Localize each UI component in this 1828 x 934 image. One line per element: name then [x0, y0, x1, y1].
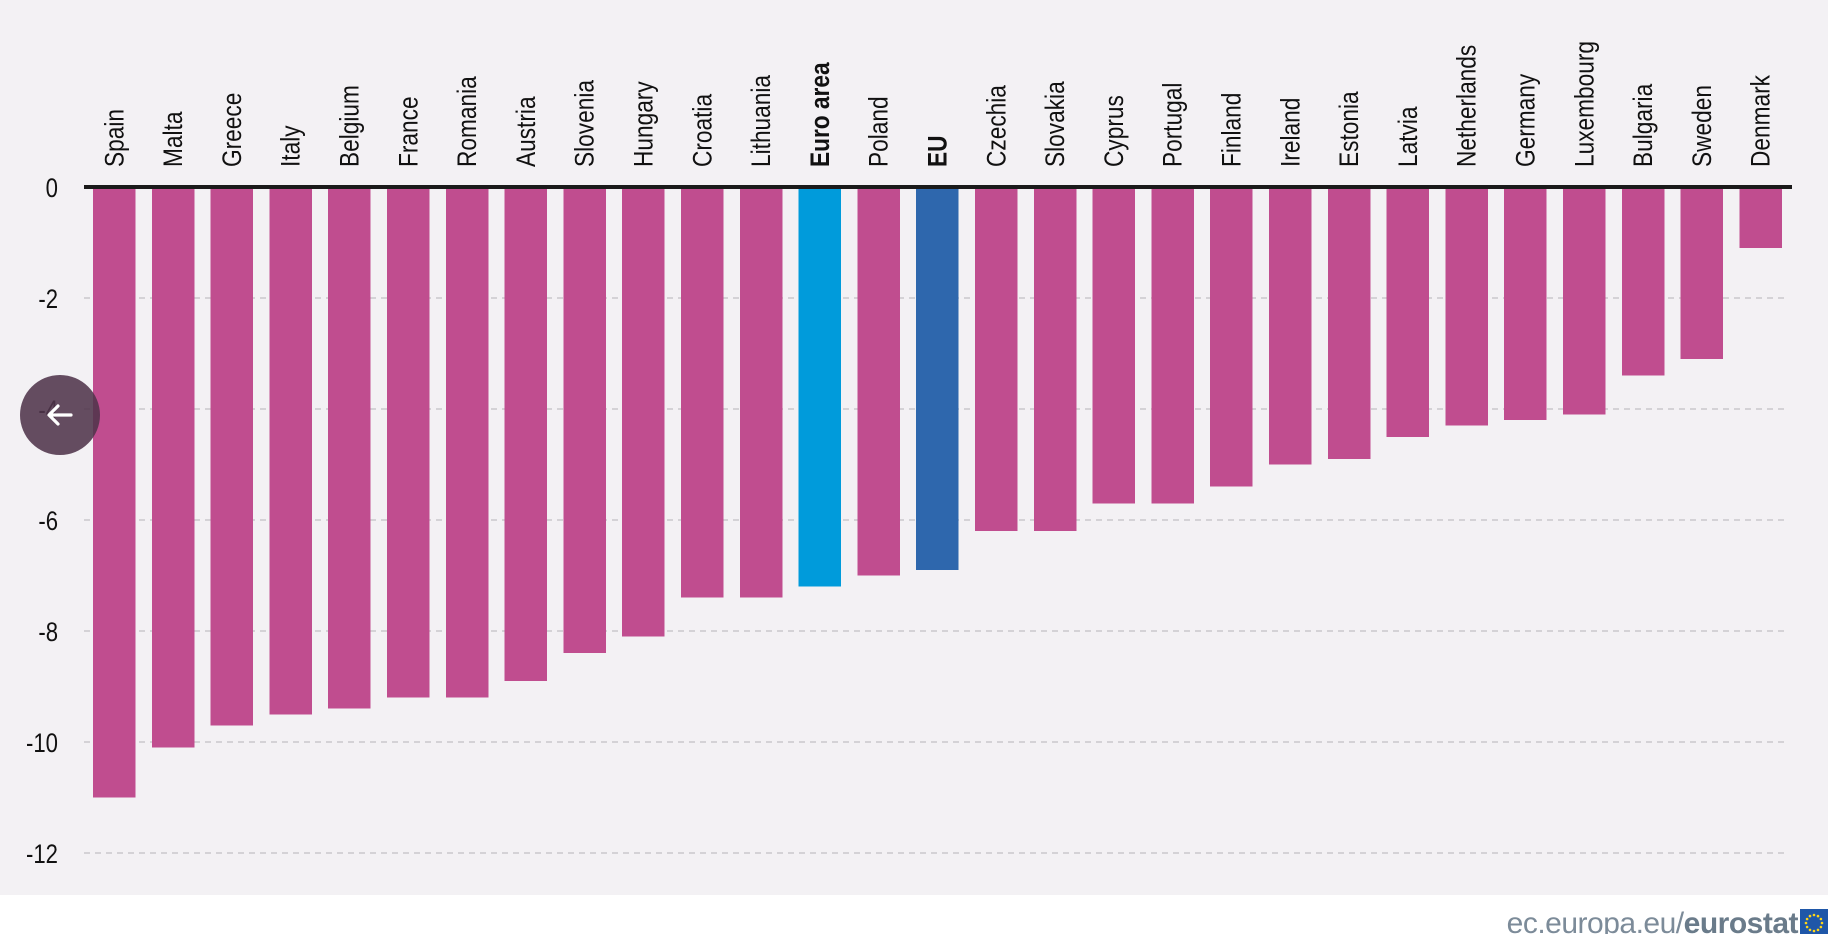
bar-germany[interactable]	[1504, 187, 1547, 421]
x-tick-label: Germany	[1511, 73, 1541, 167]
x-axis-labels: Spain Malta Greece Italy Belgium France Romani…	[99, 41, 1776, 167]
x-tick-label: Netherlands	[1452, 45, 1482, 167]
x-tick-label: Ireland	[1275, 98, 1305, 167]
x-tick-label: Malta	[158, 111, 188, 167]
bars	[93, 187, 1782, 798]
y-tick-label: -12	[26, 840, 58, 870]
bar-sweden[interactable]	[1680, 187, 1724, 360]
x-tick-label: Slovenia	[570, 80, 600, 167]
x-tick-label: Croatia	[687, 94, 717, 167]
bar-estonia[interactable]	[1327, 187, 1371, 459]
bar-poland[interactable]	[857, 187, 900, 576]
chart-panel: 0-2-4-6-8-10-12 SpainMaltaGreeceItalyBel…	[0, 0, 1828, 895]
bar-italy[interactable]	[269, 187, 312, 715]
x-tick-label: Belgium	[335, 85, 365, 167]
x-tick-label: Greece	[217, 93, 247, 167]
bar-portugal[interactable]	[1151, 187, 1194, 504]
bar-lithuania[interactable]	[739, 187, 783, 598]
footer: ec.europa.eu/eurostat	[0, 895, 1828, 934]
bar-slovakia[interactable]	[1033, 187, 1077, 532]
bar-greece[interactable]	[210, 187, 254, 726]
x-tick-label: Portugal	[1158, 83, 1188, 167]
bar-romania[interactable]	[445, 187, 489, 698]
x-tick-label: Bulgaria	[1628, 84, 1658, 167]
bar-netherlands[interactable]	[1445, 187, 1488, 426]
x-tick-label: France	[393, 96, 423, 167]
x-tick-label: Italy	[276, 125, 306, 167]
x-tick-label: Poland	[864, 96, 894, 167]
x-tick-label: Cyprus	[1099, 95, 1129, 167]
x-tick-label: Lithuania	[746, 75, 776, 167]
bar-slovenia[interactable]	[563, 187, 606, 654]
x-tick-label: EU	[923, 136, 953, 167]
bar-czechia[interactable]	[975, 187, 1018, 532]
bar-malta[interactable]	[151, 187, 195, 748]
bar-cyprus[interactable]	[1092, 187, 1136, 504]
x-tick-label: Luxembourg	[1569, 41, 1599, 167]
x-tick-label: Sweden	[1687, 85, 1717, 167]
bar-belgium[interactable]	[328, 187, 371, 709]
bar-denmark[interactable]	[1739, 187, 1782, 249]
x-tick-label: Finland	[1217, 93, 1247, 167]
bar-austria[interactable]	[504, 187, 548, 681]
x-tick-label: Estonia	[1334, 91, 1364, 167]
x-tick-label: Romania	[452, 76, 482, 167]
y-axis-ticks: 0-2-4-6-8-10-12	[26, 174, 58, 870]
x-tick-label: Austria	[511, 96, 541, 167]
bar-spain[interactable]	[93, 187, 136, 798]
y-tick-label: -2	[38, 285, 58, 315]
arrow-left-icon	[47, 404, 73, 426]
x-tick-label: Euro area	[805, 61, 835, 167]
bar-bulgaria[interactable]	[1621, 187, 1665, 376]
site-prefix: ec.europa.eu/	[1506, 907, 1684, 934]
bar-croatia[interactable]	[681, 187, 724, 598]
x-tick-label: Denmark	[1746, 75, 1776, 167]
bar-hungary[interactable]	[622, 187, 665, 637]
eu-flag-icon	[1800, 909, 1828, 934]
bar-ireland[interactable]	[1269, 187, 1312, 465]
x-tick-label: Slovakia	[1040, 81, 1070, 167]
y-tick-label: 0	[46, 174, 58, 204]
bar-finland[interactable]	[1210, 187, 1253, 487]
bar-latvia[interactable]	[1386, 187, 1430, 437]
bar-luxembourg[interactable]	[1563, 187, 1606, 415]
x-tick-label: Hungary	[629, 81, 659, 167]
bar-france[interactable]	[387, 187, 430, 698]
bar-eu[interactable]	[916, 187, 959, 570]
x-tick-label: Czechia	[981, 85, 1011, 167]
site-brand: eurostat	[1683, 907, 1799, 934]
eurostat-site-link[interactable]: ec.europa.eu/eurostat	[1506, 907, 1799, 934]
x-tick-label: Latvia	[1393, 106, 1423, 167]
x-tick-label: Spain	[99, 109, 129, 167]
y-tick-label: -6	[38, 507, 58, 537]
back-button[interactable]	[20, 375, 100, 455]
y-tick-label: -8	[38, 618, 58, 648]
bar-euro-area[interactable]	[798, 187, 842, 587]
y-tick-label: -10	[26, 729, 58, 759]
bar-chart: 0-2-4-6-8-10-12 SpainMaltaGreeceItalyBel…	[26, 41, 1792, 870]
